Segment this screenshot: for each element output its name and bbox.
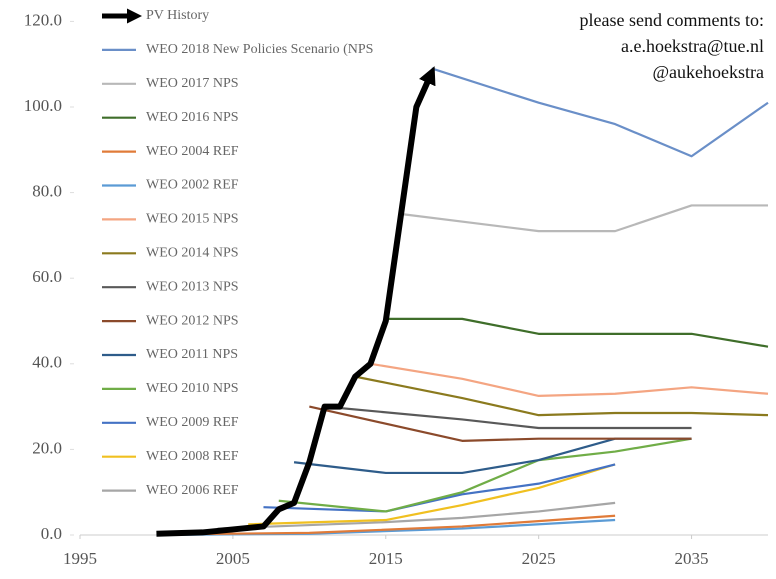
annotation: a.e.hoekstra@tue.nl bbox=[621, 36, 764, 56]
legend-label: PV History bbox=[146, 8, 209, 23]
series-line bbox=[400, 204, 768, 233]
series-line bbox=[293, 437, 692, 475]
legend-label: WEO 2013 NPS bbox=[146, 279, 239, 294]
legend-label: WEO 2015 NPS bbox=[146, 212, 239, 227]
y-tick-label: 80.0 bbox=[32, 182, 62, 201]
legend-label: WEO 2018 New Policies Scenario (NPS bbox=[146, 42, 373, 57]
legend-label: WEO 2011 NPS bbox=[146, 347, 238, 362]
y-tick-label: 120.0 bbox=[24, 10, 62, 29]
legend-label: WEO 2016 NPS bbox=[146, 110, 239, 125]
series-line bbox=[385, 317, 769, 348]
y-tick-label: 0.0 bbox=[41, 524, 62, 543]
y-tick-label: 100.0 bbox=[24, 96, 62, 115]
x-tick-label: 1995 bbox=[63, 549, 97, 568]
legend-label: WEO 2017 NPS bbox=[146, 76, 239, 91]
series-line bbox=[431, 67, 769, 158]
series-line bbox=[354, 375, 769, 417]
legend-label: WEO 2006 REF bbox=[146, 483, 239, 498]
x-tick-label: 2015 bbox=[369, 549, 403, 568]
series-line bbox=[156, 66, 436, 537]
series-line bbox=[309, 405, 692, 442]
legend-label: WEO 2010 NPS bbox=[146, 381, 239, 396]
series-line bbox=[248, 463, 616, 526]
legend-label: WEO 2009 REF bbox=[146, 415, 239, 430]
legend-label: WEO 2014 NPS bbox=[146, 246, 239, 261]
x-tick-label: 2035 bbox=[675, 549, 709, 568]
series-line bbox=[370, 362, 769, 397]
legend-label: WEO 2008 REF bbox=[146, 449, 239, 464]
x-tick-label: 2025 bbox=[522, 549, 556, 568]
legend-label: WEO 2004 REF bbox=[146, 144, 239, 159]
series-line bbox=[263, 463, 616, 513]
y-tick-label: 20.0 bbox=[32, 438, 62, 457]
series-line bbox=[324, 405, 692, 430]
y-tick-label: 40.0 bbox=[32, 353, 62, 372]
series-line bbox=[278, 437, 692, 513]
legend-label: WEO 2002 REF bbox=[146, 178, 239, 193]
annotation: please send comments to: bbox=[580, 10, 764, 30]
y-tick-label: 60.0 bbox=[32, 267, 62, 286]
series-line bbox=[187, 514, 616, 536]
x-tick-label: 2005 bbox=[216, 549, 250, 568]
legend-label: WEO 2012 NPS bbox=[146, 313, 239, 328]
series-line bbox=[217, 501, 616, 530]
annotation: @aukehoekstra bbox=[652, 62, 764, 82]
